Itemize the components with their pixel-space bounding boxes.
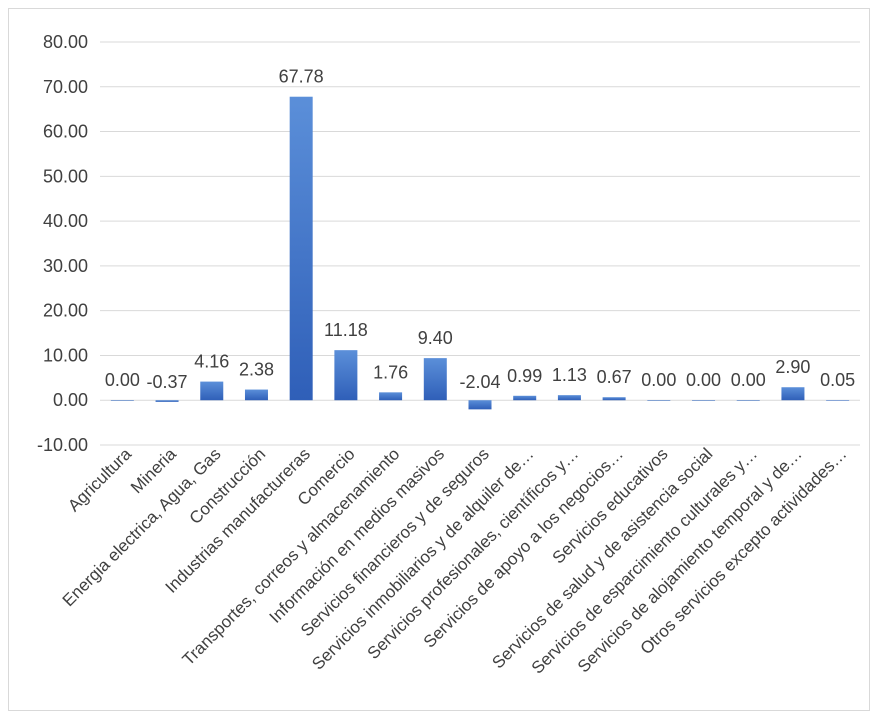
- y-tick-label: 30.00: [43, 256, 88, 276]
- data-label: 1.76: [373, 362, 408, 382]
- data-label: 0.67: [597, 367, 632, 387]
- data-label: 2.38: [239, 360, 274, 380]
- data-label: 0.00: [686, 370, 721, 390]
- bar: [736, 400, 760, 401]
- y-tick-label: -10.00: [37, 435, 88, 455]
- y-axis-tick-labels: 80.00 70.00 60.00 50.00 40.00 30.00 20.00 10.00…: [37, 32, 88, 455]
- category-label: Otros servicios excepto actividades…: [637, 444, 851, 658]
- data-label: 0.99: [507, 366, 542, 386]
- data-label: -2.04: [459, 372, 500, 392]
- bar: [289, 96, 313, 401]
- bar: [334, 350, 358, 401]
- data-label: 11.18: [324, 320, 368, 340]
- y-tick-label: 70.00: [43, 77, 88, 97]
- bar: [602, 397, 626, 401]
- data-labels: 0.00 -0.37 4.16 2.38 67.78 11.18 1.76 9.40 -2.04…: [105, 67, 855, 393]
- data-label: 0.05: [820, 370, 855, 390]
- bar: [826, 399, 850, 401]
- y-tick-label: 20.00: [43, 301, 88, 321]
- bar: [692, 400, 716, 401]
- bar: [200, 381, 224, 401]
- data-label: 4.16: [194, 352, 229, 372]
- bar: [110, 400, 134, 401]
- bar: [647, 400, 671, 401]
- bar: [557, 395, 581, 401]
- data-label: 0.00: [105, 370, 140, 390]
- data-label: 0.00: [641, 370, 676, 390]
- data-label: -0.37: [147, 372, 188, 392]
- data-label: 67.78: [279, 67, 324, 87]
- bar: [244, 389, 268, 401]
- bar: [468, 400, 492, 410]
- y-tick-label: 0.00: [53, 390, 88, 410]
- data-label: 9.40: [418, 328, 453, 348]
- bar: [155, 400, 179, 402]
- data-label: 2.90: [775, 357, 810, 377]
- data-label: 0.00: [731, 370, 766, 390]
- bar: [781, 387, 805, 401]
- y-tick-label: 80.00: [43, 32, 88, 52]
- bar: [423, 358, 447, 401]
- bar: [379, 392, 403, 401]
- y-tick-label: 40.00: [43, 211, 88, 231]
- y-tick-label: 10.00: [43, 345, 88, 365]
- bar: [513, 395, 537, 401]
- bars: [110, 96, 850, 410]
- y-tick-label: 50.00: [43, 166, 88, 186]
- y-tick-label: 60.00: [43, 122, 88, 142]
- data-label: 1.13: [552, 365, 587, 385]
